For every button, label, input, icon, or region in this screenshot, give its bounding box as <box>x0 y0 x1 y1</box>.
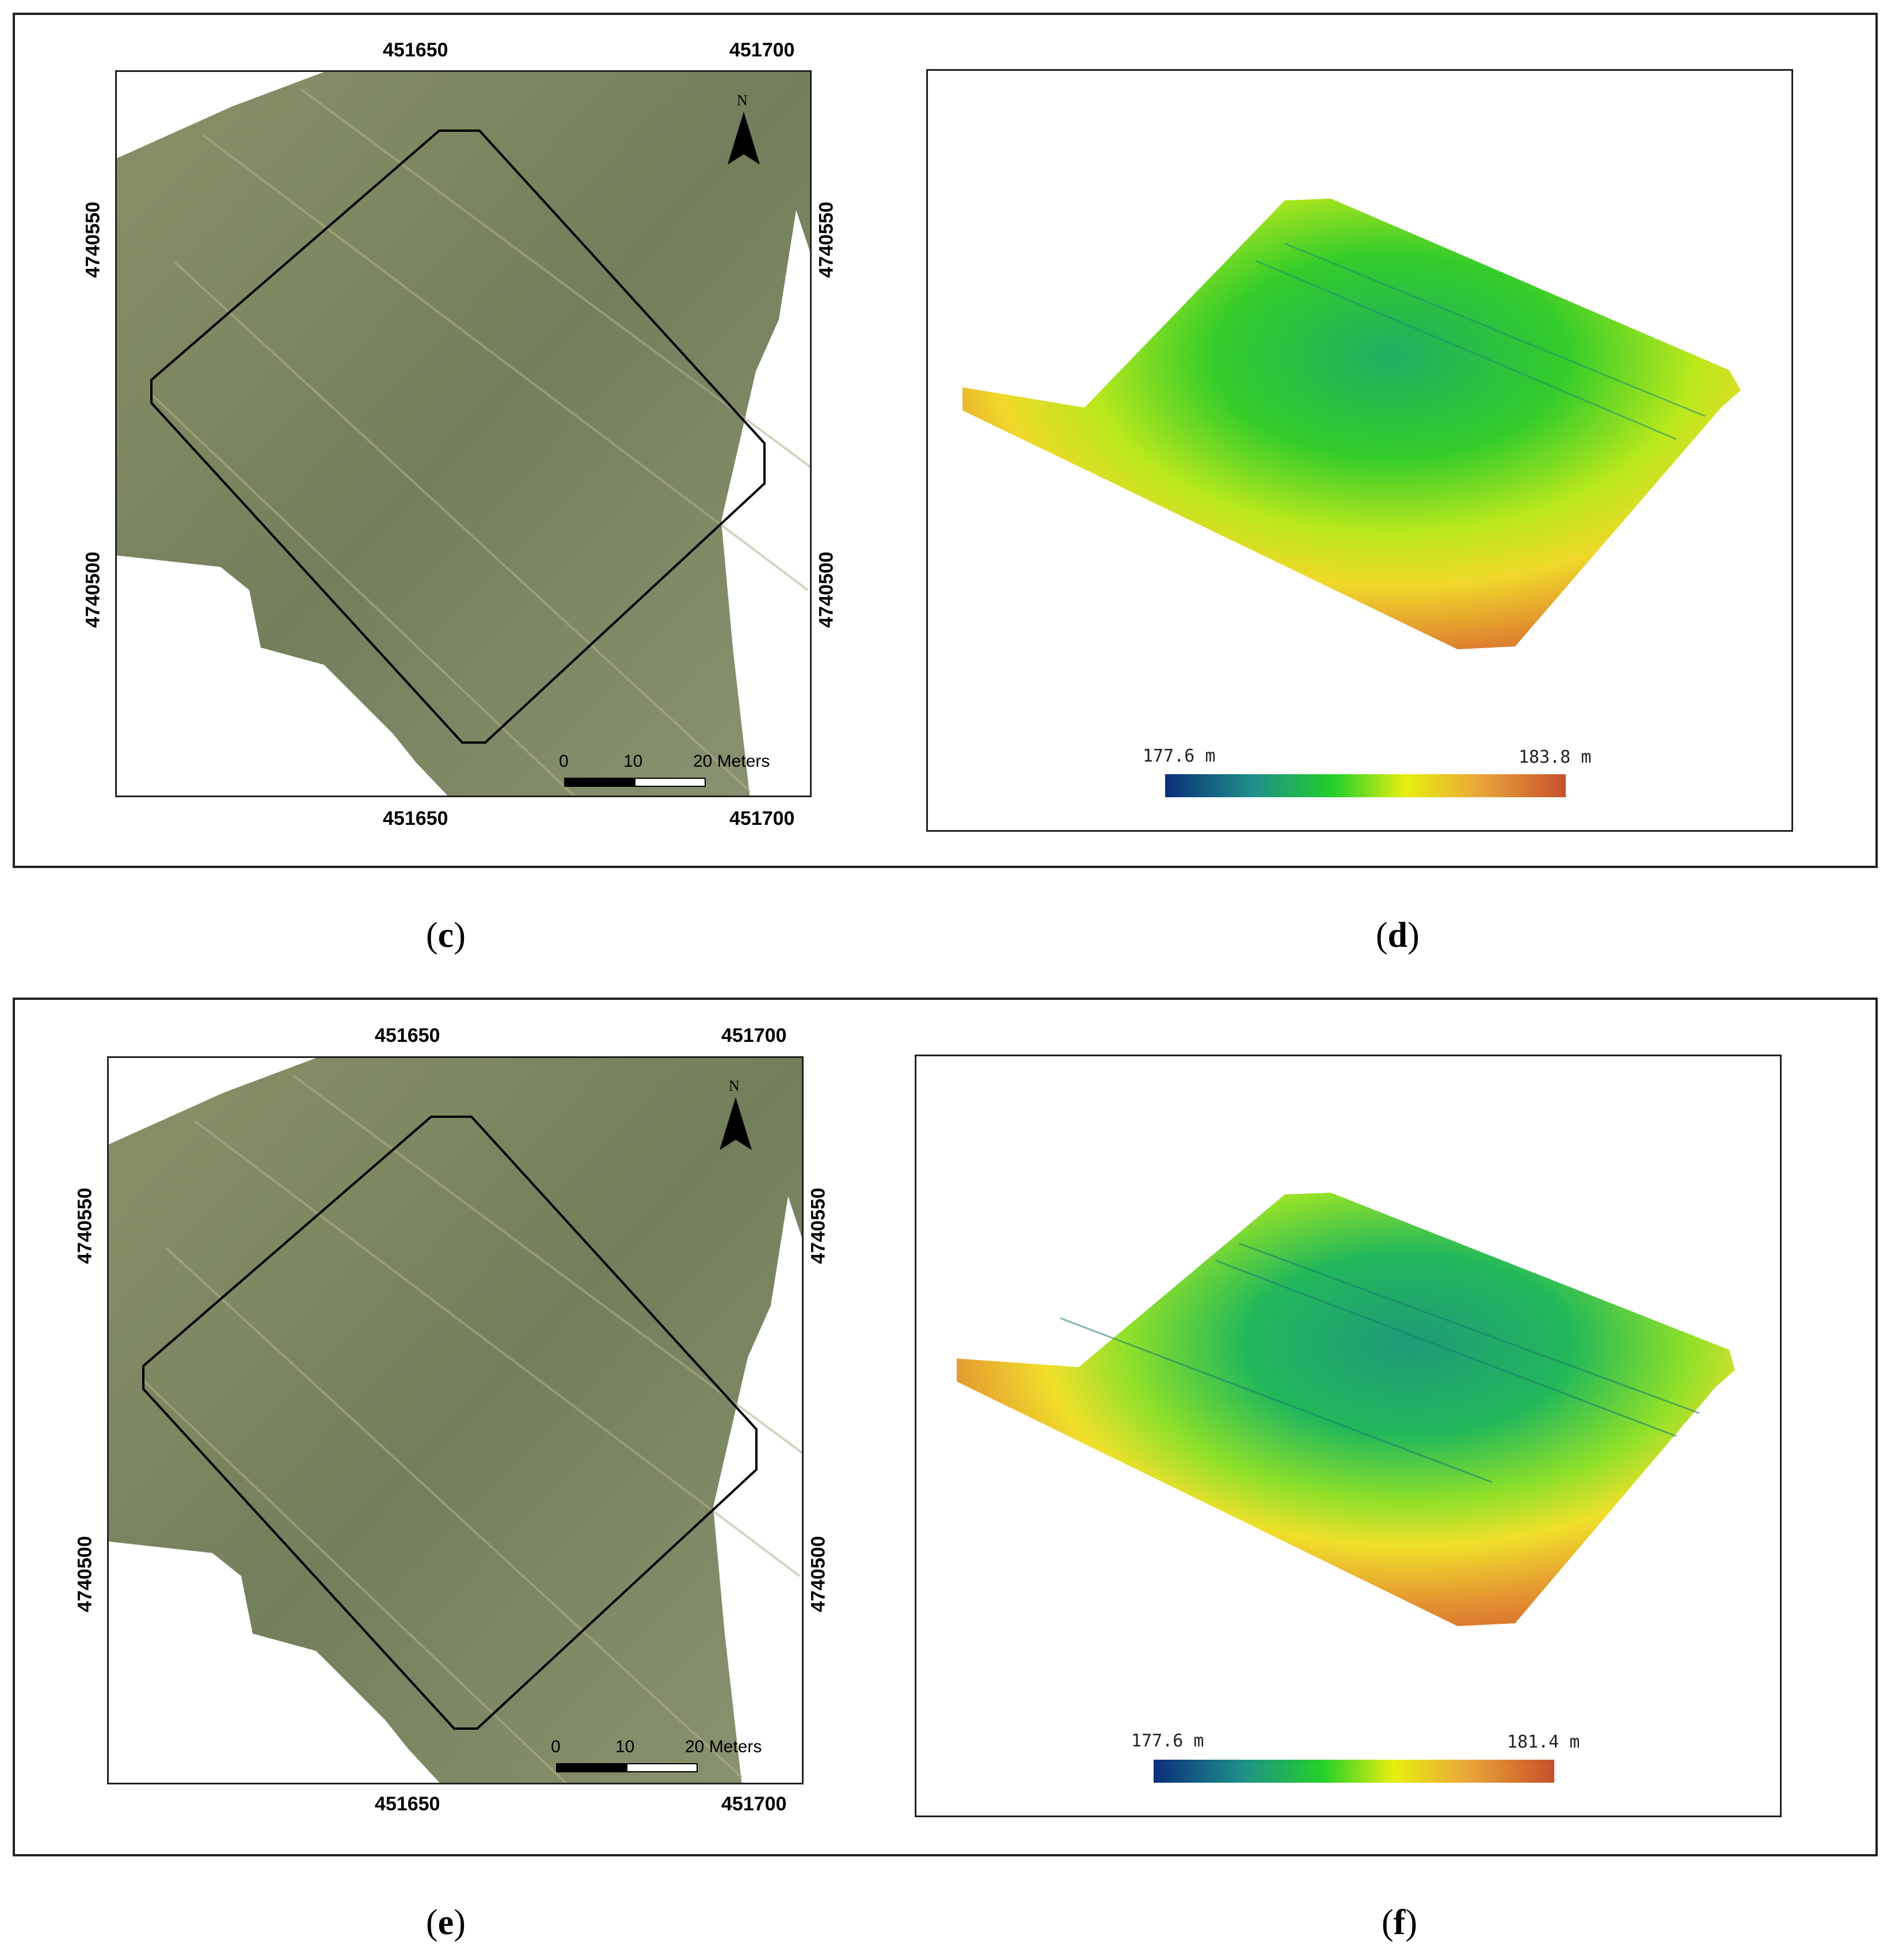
x-tick-bottom-1: 451650 <box>375 1793 440 1815</box>
colorbar-min-label-d: 177.6 m <box>1143 746 1216 766</box>
y-tick-right-2: 4740500 <box>807 1536 830 1612</box>
x-tick-bottom-2: 451700 <box>721 1793 787 1815</box>
y-tick-left-1: 4740550 <box>82 201 104 278</box>
dem-surface-f <box>957 1193 1735 1626</box>
y-tick-left-2: 4740500 <box>74 1536 96 1612</box>
scale-bar-c <box>564 778 706 787</box>
y-tick-left-2: 4740500 <box>82 551 104 628</box>
orthophoto-map-e <box>107 1056 804 1784</box>
scale-label-20: 20 Meters <box>685 1737 762 1756</box>
y-tick-left-1: 4740550 <box>74 1188 96 1264</box>
dem-panel-d <box>926 69 1793 832</box>
y-tick-right-2: 4740500 <box>815 551 838 628</box>
caption-d: (d) <box>1376 916 1420 955</box>
y-tick-right-1: 4740550 <box>807 1188 830 1264</box>
x-tick-bottom-1: 451650 <box>383 808 448 829</box>
north-arrow-icon <box>728 112 760 165</box>
caption-e: (e) <box>426 1903 466 1942</box>
orthophoto-image-c <box>117 72 810 796</box>
colorbar-d <box>1165 774 1566 797</box>
scale-bar-e <box>556 1763 698 1772</box>
scale-label-10: 10 <box>623 752 643 771</box>
colorbar-max-label-d: 183.8 m <box>1519 747 1592 767</box>
caption-c: (c) <box>426 916 466 955</box>
x-tick-bottom-2: 451700 <box>729 808 795 829</box>
scale-label-0: 0 <box>551 1737 561 1756</box>
scale-label-20: 20 Meters <box>693 752 770 771</box>
scale-label-10: 10 <box>615 1737 635 1756</box>
north-arrow-label: N <box>737 92 748 109</box>
caption-f: (f) <box>1382 1903 1417 1942</box>
orthophoto-image-e <box>109 1058 802 1783</box>
x-tick-top-1: 451650 <box>375 1025 440 1046</box>
y-tick-right-1: 4740550 <box>815 201 838 278</box>
orthophoto-map-c <box>115 70 812 797</box>
north-arrow-label: N <box>729 1078 740 1094</box>
dem-surface-d <box>962 199 1741 649</box>
x-tick-top-1: 451650 <box>383 39 448 61</box>
scale-label-0: 0 <box>559 752 569 771</box>
colorbar-min-label-f: 177.6 m <box>1131 1731 1204 1751</box>
x-tick-top-2: 451700 <box>721 1025 787 1046</box>
colorbar-f <box>1154 1760 1554 1783</box>
colorbar-max-label-f: 181.4 m <box>1507 1732 1580 1752</box>
north-arrow-icon <box>720 1097 752 1150</box>
dem-panel-f <box>915 1055 1782 1817</box>
x-tick-top-2: 451700 <box>729 39 795 61</box>
